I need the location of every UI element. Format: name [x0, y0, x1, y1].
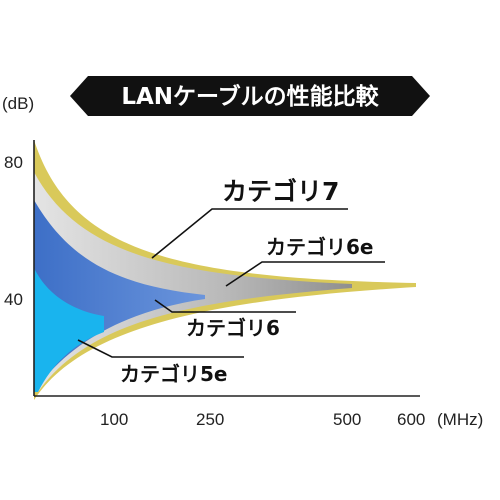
y-axis-unit: (dB)	[2, 94, 34, 113]
y-tick-80: 80	[4, 153, 23, 172]
leader-cat6	[154, 299, 296, 313]
leader-cat6e	[225, 261, 385, 287]
label-cat7: カテゴリ7	[222, 177, 339, 206]
title-banner	[70, 76, 430, 116]
leader-cat7	[151, 208, 348, 259]
chart-title: LANケーブルの性能比較	[121, 83, 379, 110]
x-tick-500: 500	[333, 410, 361, 429]
label-cat5e: カテゴリ5e	[120, 362, 227, 386]
band-cat6e	[34, 172, 352, 392]
leader-cat5e	[77, 339, 244, 358]
band-cat7	[34, 140, 416, 400]
x-axis-unit: (MHz)	[437, 410, 483, 429]
y-tick-40: 40	[4, 290, 23, 309]
label-cat6: カテゴリ6	[186, 316, 280, 340]
x-tick-100: 100	[100, 410, 128, 429]
x-tick-600: 600	[397, 410, 425, 429]
band-cat5e	[34, 268, 104, 392]
label-cat6e: カテゴリ6e	[266, 235, 373, 259]
x-tick-250: 250	[196, 410, 224, 429]
